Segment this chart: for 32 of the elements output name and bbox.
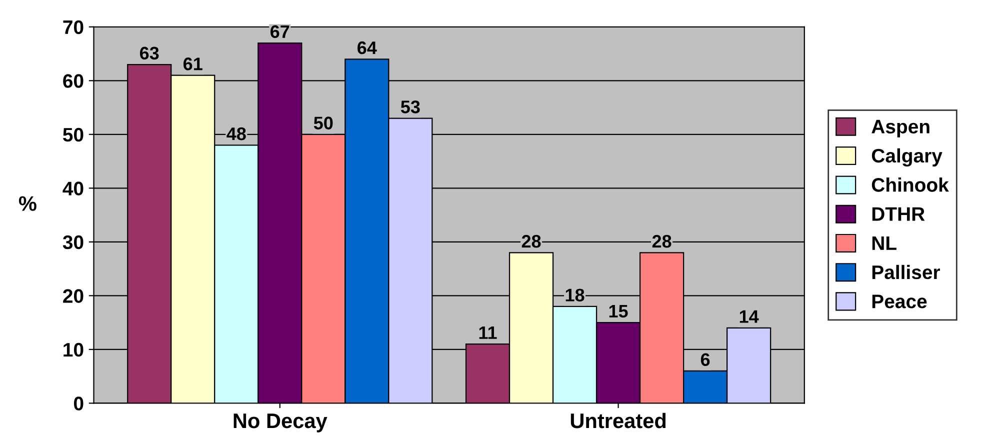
y-axis-title: % — [18, 196, 36, 211]
data-label: 11 — [479, 326, 497, 339]
y-tick-label: 20 — [63, 289, 84, 303]
data-label: 28 — [652, 234, 672, 248]
y-tick-label: 30 — [62, 235, 84, 250]
data-label: 67 — [270, 25, 290, 38]
legend-label: Calgary — [872, 148, 942, 167]
data-label: 18 — [566, 288, 584, 302]
data-label: 15 — [609, 305, 628, 318]
y-tick-label: 10 — [64, 342, 84, 357]
data-label: 61 — [183, 58, 202, 70]
data-label: 6 — [700, 353, 710, 366]
x-tick-label: No Decay — [234, 414, 328, 432]
legend-label: DTHR — [872, 207, 925, 221]
data-label: 64 — [358, 41, 377, 54]
data-label: 48 — [226, 127, 246, 140]
data-label: 14 — [740, 310, 759, 323]
x-tick-label: Untreated — [570, 412, 666, 428]
legend-label: NL — [872, 236, 896, 250]
legend-label: Chinook — [872, 178, 949, 192]
legend-label: Palliser — [872, 264, 940, 280]
y-tick-label: 60 — [63, 74, 84, 88]
data-label: 28 — [522, 234, 541, 248]
legend-label: Aspen — [872, 120, 930, 138]
data-label: 53 — [400, 100, 420, 114]
y-tick-label: 40 — [62, 182, 84, 196]
y-tick-label: 50 — [63, 128, 84, 142]
data-label: 63 — [140, 46, 159, 60]
legend-label: Peace — [872, 294, 927, 308]
data-label: 50 — [314, 116, 333, 130]
y-tick-label: 70 — [63, 20, 84, 34]
y-tick-label: 0 — [74, 396, 84, 410]
